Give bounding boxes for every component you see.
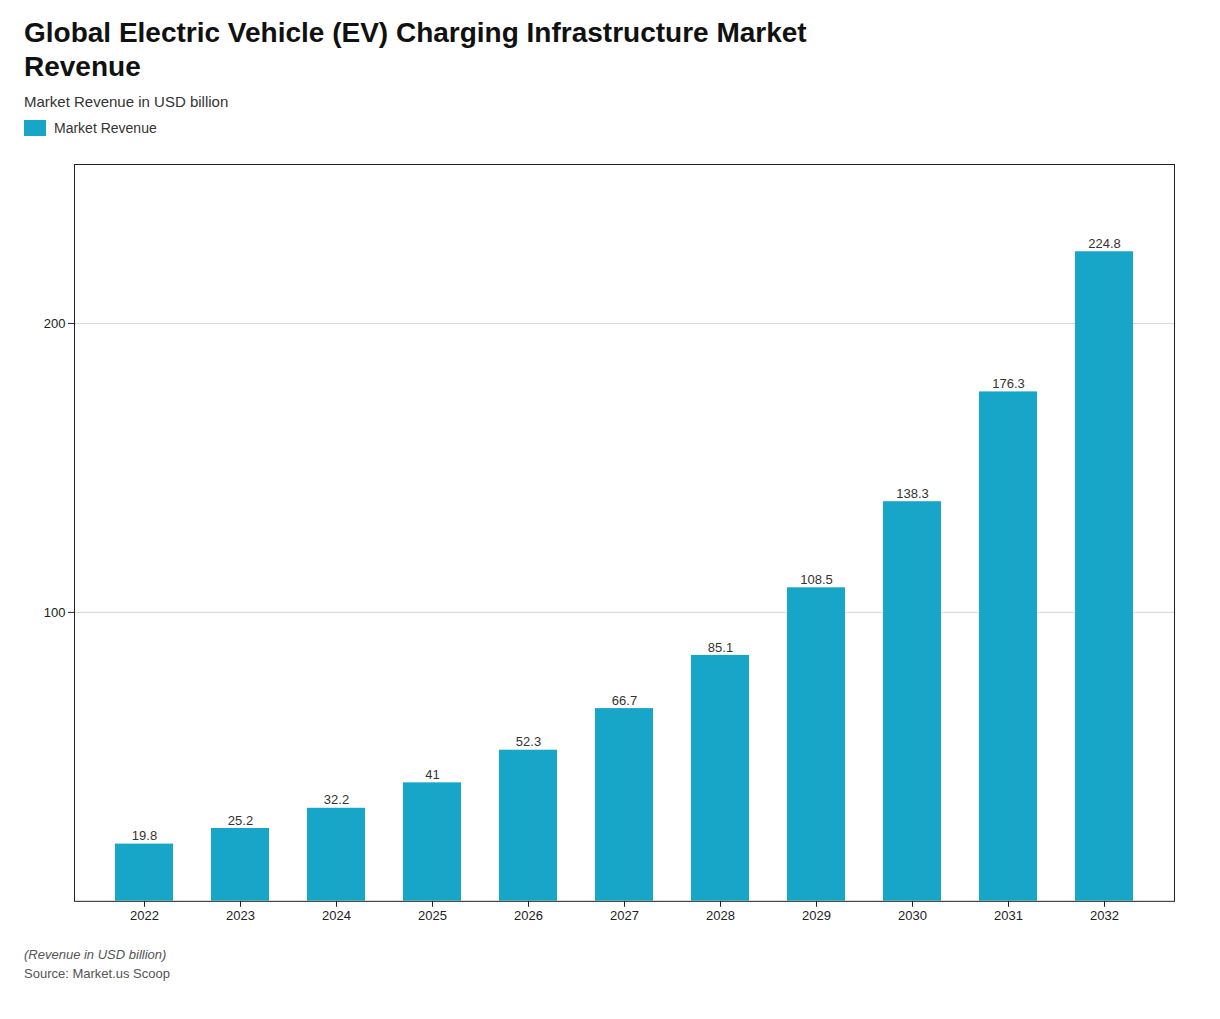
svg-text:200: 200 (44, 316, 66, 331)
svg-text:25.2: 25.2 (228, 813, 253, 828)
svg-text:224.8: 224.8 (1088, 236, 1121, 251)
svg-text:176.3: 176.3 (992, 376, 1025, 391)
svg-text:2026: 2026 (514, 908, 543, 923)
svg-text:2022: 2022 (130, 908, 159, 923)
svg-text:2032: 2032 (1090, 908, 1119, 923)
svg-text:2029: 2029 (802, 908, 831, 923)
html-text:Market Revenue in USD billion: Market Revenue in USD billion (24, 93, 229, 111)
svg-text:52.3: 52.3 (516, 735, 541, 750)
svg-text:138.3: 138.3 (896, 486, 929, 501)
svg-text:2023: 2023 (226, 908, 255, 923)
html-text:Market Revenue: Market Revenue (54, 120, 157, 137)
svg-text:2028: 2028 (706, 908, 735, 923)
svg-text:2030: 2030 (898, 908, 927, 923)
svg-text:66.7: 66.7 (612, 693, 637, 708)
svg-text:2024: 2024 (322, 908, 351, 923)
svg-text:2025: 2025 (418, 908, 447, 923)
svg-text:85.1: 85.1 (708, 640, 733, 655)
svg-text:32.2: 32.2 (324, 793, 349, 808)
svg-text:2031: 2031 (994, 908, 1023, 923)
svg-text:108.5: 108.5 (800, 572, 833, 587)
html-text:Source: Market.us Scoop: Source: Market.us Scoop (24, 966, 170, 981)
html-text:Global Electric Vehicle (EV) C: Global Electric Vehicle (EV) Charging In… (24, 17, 807, 82)
svg-text:2027: 2027 (610, 908, 639, 923)
svg-text:19.8: 19.8 (132, 828, 157, 843)
svg-text:41: 41 (425, 767, 439, 782)
html-text:(Revenue in USD billion): (Revenue in USD billion) (24, 947, 167, 962)
svg-text:100: 100 (44, 605, 66, 620)
